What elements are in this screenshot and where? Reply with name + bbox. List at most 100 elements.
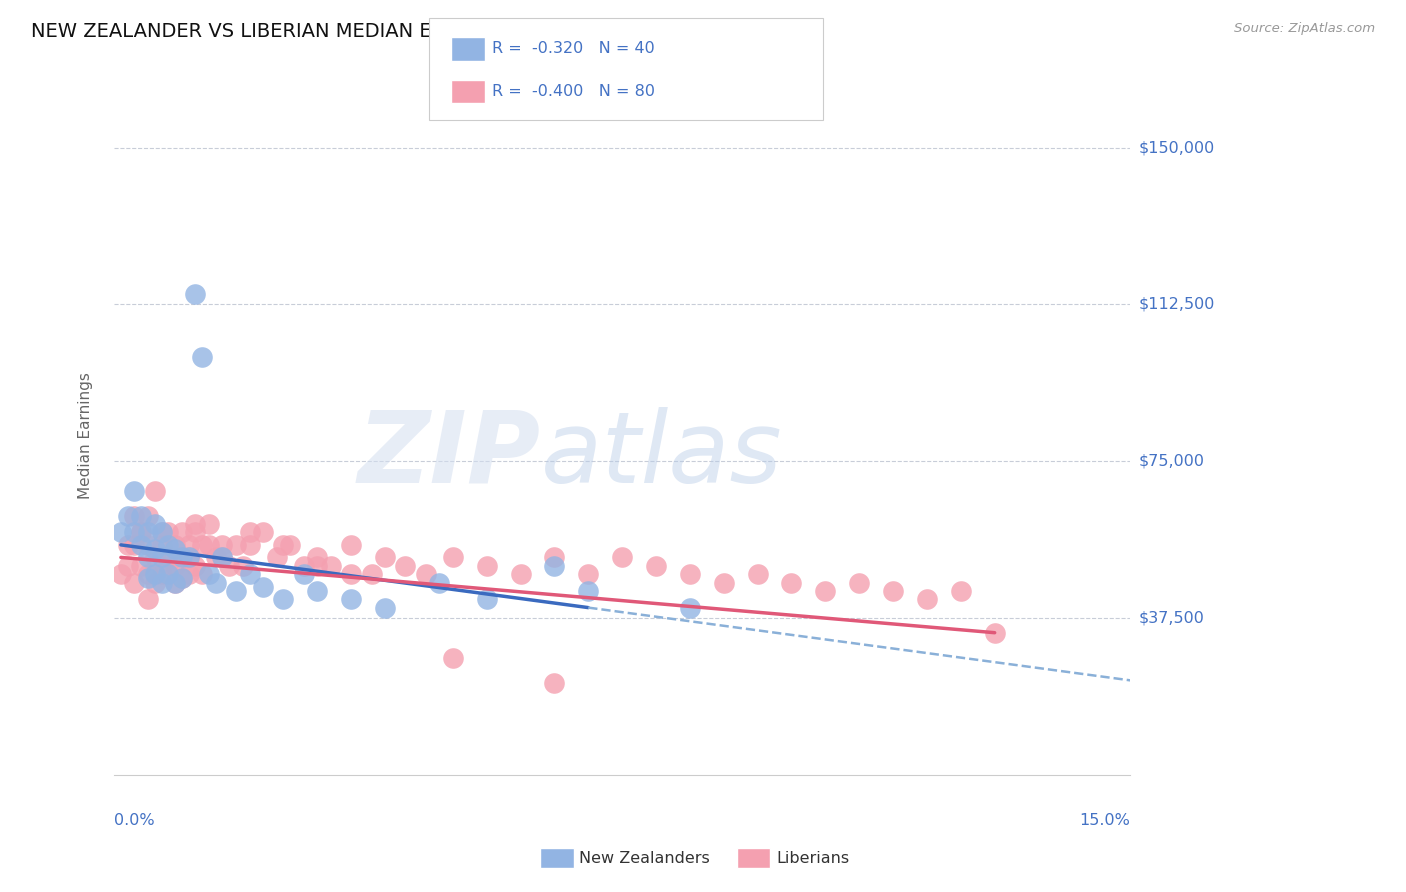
Point: [136, 592, 159, 607]
Point: [543, 550, 565, 565]
Point: [124, 508, 146, 523]
Text: NEW ZEALANDER VS LIBERIAN MEDIAN EARNINGS CORRELATION CHART: NEW ZEALANDER VS LIBERIAN MEDIAN EARNING…: [31, 22, 738, 41]
Text: 0.0%: 0.0%: [114, 813, 155, 828]
Point: [177, 567, 200, 582]
Text: Source: ZipAtlas.com: Source: ZipAtlas.com: [1234, 22, 1375, 36]
Point: [225, 583, 247, 598]
Text: 15.0%: 15.0%: [1080, 813, 1130, 828]
Point: [157, 525, 180, 540]
Point: [239, 538, 262, 552]
Point: [814, 583, 837, 598]
Point: [273, 538, 295, 552]
Point: [374, 550, 396, 565]
Point: [882, 583, 904, 598]
Point: [157, 567, 180, 582]
Point: [143, 575, 166, 590]
Point: [177, 550, 200, 565]
Point: [645, 558, 668, 573]
Point: [136, 525, 159, 540]
Point: [184, 558, 207, 573]
Point: [124, 525, 146, 540]
Point: [136, 567, 159, 582]
Point: [427, 575, 450, 590]
Point: [374, 600, 396, 615]
Point: [319, 558, 342, 573]
Point: [278, 538, 301, 552]
Point: [117, 538, 139, 552]
Point: [170, 571, 193, 585]
Point: [475, 558, 498, 573]
Point: [184, 287, 207, 301]
Text: $37,500: $37,500: [1139, 610, 1204, 625]
Text: R =  -0.400   N = 80: R = -0.400 N = 80: [492, 85, 655, 99]
Point: [124, 538, 146, 552]
Point: [780, 575, 803, 590]
Point: [307, 558, 329, 573]
Point: [225, 538, 247, 552]
Point: [204, 550, 226, 565]
Point: [576, 567, 599, 582]
Point: [307, 550, 329, 565]
Point: [441, 550, 464, 565]
Point: [340, 592, 363, 607]
Point: [143, 550, 166, 565]
Point: [110, 567, 132, 582]
Point: [129, 525, 152, 540]
Point: [747, 567, 769, 582]
Point: [266, 550, 288, 565]
Point: [136, 550, 159, 565]
Y-axis label: Median Earnings: Median Earnings: [79, 372, 93, 499]
Text: $75,000: $75,000: [1139, 454, 1205, 468]
Text: $150,000: $150,000: [1139, 140, 1215, 155]
Point: [150, 538, 173, 552]
Point: [170, 571, 193, 585]
Point: [610, 550, 633, 565]
Text: $112,500: $112,500: [1139, 297, 1215, 312]
Text: atlas: atlas: [541, 407, 783, 504]
Point: [184, 525, 207, 540]
Point: [340, 538, 363, 552]
Point: [157, 550, 180, 565]
Point: [307, 583, 329, 598]
Point: [340, 567, 363, 582]
Point: [394, 558, 416, 573]
Point: [239, 525, 262, 540]
Point: [360, 567, 382, 582]
Point: [211, 538, 233, 552]
Point: [170, 550, 193, 565]
Point: [165, 538, 187, 552]
Point: [150, 550, 173, 565]
Point: [232, 558, 254, 573]
Point: [949, 583, 972, 598]
Point: [204, 575, 226, 590]
Point: [170, 550, 193, 565]
Point: [273, 592, 295, 607]
Text: New Zealanders: New Zealanders: [579, 851, 710, 865]
Point: [150, 525, 173, 540]
Point: [713, 575, 735, 590]
Point: [191, 350, 214, 364]
Point: [218, 558, 240, 573]
Point: [165, 558, 187, 573]
Point: [150, 575, 173, 590]
Point: [191, 567, 214, 582]
Point: [292, 567, 315, 582]
Point: [157, 538, 180, 552]
Point: [252, 580, 274, 594]
Point: [136, 538, 159, 552]
Point: [198, 567, 221, 582]
Point: [117, 508, 139, 523]
Point: [157, 558, 180, 573]
Point: [177, 550, 200, 565]
Point: [679, 600, 702, 615]
Point: [191, 538, 214, 552]
Point: [983, 625, 1005, 640]
Point: [915, 592, 938, 607]
Point: [136, 571, 159, 585]
Point: [198, 538, 221, 552]
Point: [211, 550, 233, 565]
Point: [124, 575, 146, 590]
Point: [129, 558, 152, 573]
Point: [509, 567, 531, 582]
Point: [415, 567, 437, 582]
